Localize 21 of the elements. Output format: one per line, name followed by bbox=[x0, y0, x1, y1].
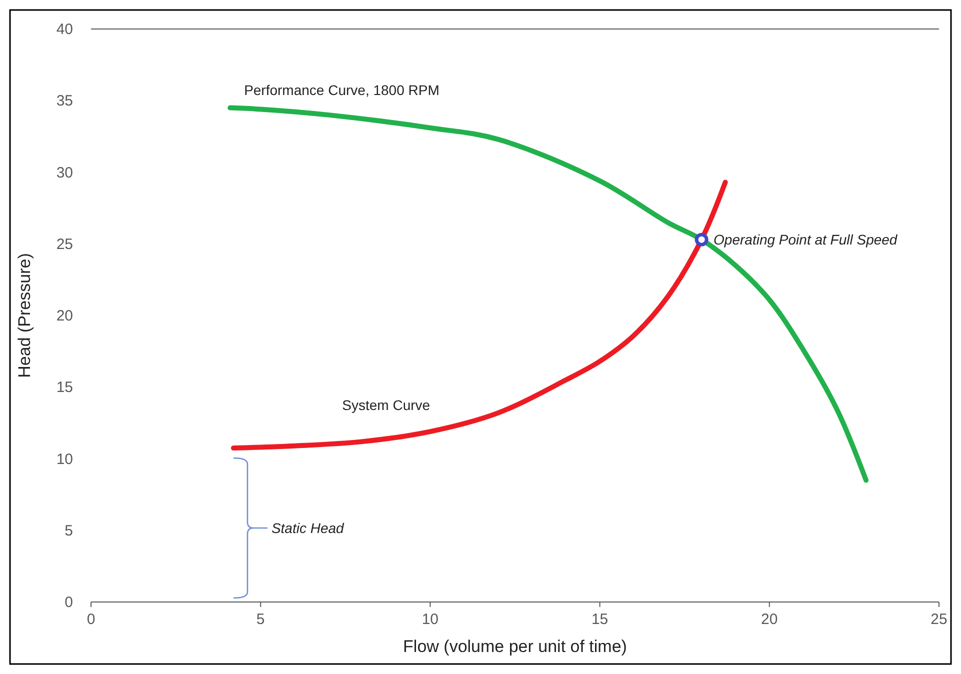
x-tick-label: 25 bbox=[930, 611, 948, 628]
x-tick-label: 20 bbox=[761, 611, 778, 628]
y-tick-label: 20 bbox=[56, 308, 73, 324]
y-axis-title: Head (Pressure) bbox=[15, 253, 34, 378]
y-tick-label: 25 bbox=[56, 236, 73, 253]
x-tick-label: 0 bbox=[86, 611, 96, 628]
y-tick-label: 30 bbox=[56, 164, 73, 182]
series-label: Performance Curve, 1800 RPM bbox=[244, 82, 440, 98]
series-label: System Curve bbox=[342, 397, 430, 414]
x-tick-label: 5 bbox=[256, 611, 265, 628]
y-tick-label: 0 bbox=[64, 594, 73, 611]
y-tick-label: 5 bbox=[64, 522, 73, 540]
annotation: Operating Point at Full Speed bbox=[714, 232, 898, 248]
y-tick-label: 35 bbox=[56, 92, 73, 110]
x-axis-title: Flow (volume per unit of time) bbox=[403, 637, 627, 656]
x-tick-label: 15 bbox=[591, 611, 608, 628]
x-tick-label: 10 bbox=[422, 611, 439, 628]
y-tick-label: 40 bbox=[56, 21, 73, 38]
y-tick-label: 15 bbox=[56, 379, 73, 396]
y-tick-label: 10 bbox=[56, 450, 73, 468]
annotation: Static Head bbox=[271, 520, 346, 536]
